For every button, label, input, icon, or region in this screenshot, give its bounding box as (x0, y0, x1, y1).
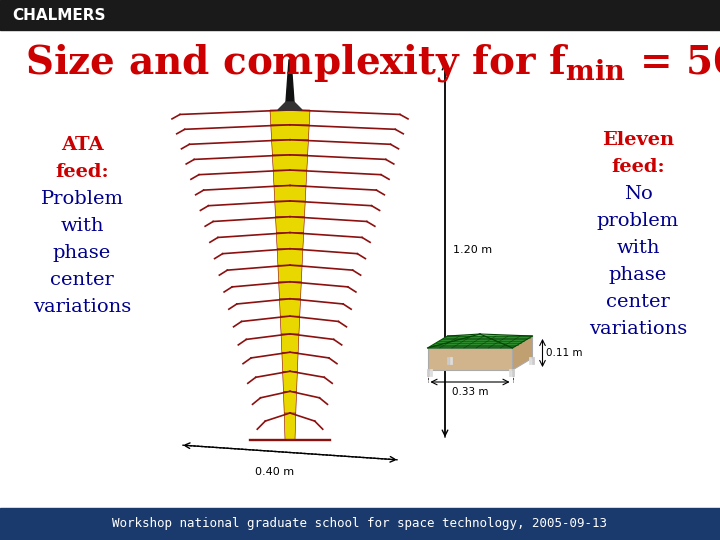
Text: problem: problem (597, 212, 679, 230)
Polygon shape (277, 249, 303, 265)
Polygon shape (276, 233, 304, 249)
Text: CHALMERS: CHALMERS (12, 8, 106, 23)
Text: Workshop national graduate school for space technology, 2005-09-13: Workshop national graduate school for sp… (112, 517, 608, 530)
Polygon shape (284, 413, 296, 440)
Polygon shape (270, 110, 310, 125)
Text: center: center (606, 293, 670, 311)
Text: 0.11 m: 0.11 m (546, 348, 583, 358)
Text: No: No (624, 185, 652, 203)
Text: with: with (616, 239, 660, 257)
Polygon shape (272, 155, 307, 170)
Polygon shape (279, 299, 300, 316)
Text: ATA: ATA (60, 136, 103, 154)
Polygon shape (513, 336, 533, 370)
Polygon shape (276, 217, 305, 233)
Polygon shape (279, 282, 301, 299)
Text: phase: phase (53, 244, 111, 262)
Polygon shape (428, 348, 513, 370)
Text: phase: phase (609, 266, 667, 284)
Polygon shape (274, 185, 306, 201)
Polygon shape (282, 352, 298, 372)
Text: center: center (50, 271, 114, 289)
Text: feed:: feed: (55, 163, 109, 181)
Polygon shape (275, 201, 305, 217)
Polygon shape (284, 392, 297, 413)
Polygon shape (278, 265, 302, 282)
Text: feed:: feed: (611, 158, 665, 176)
Bar (0, 508, 720, 540)
Polygon shape (271, 140, 308, 155)
Text: Problem: Problem (40, 190, 124, 208)
Polygon shape (286, 60, 294, 102)
Text: variations: variations (589, 320, 687, 338)
Polygon shape (271, 125, 309, 140)
Text: variations: variations (33, 298, 131, 316)
Polygon shape (428, 336, 533, 348)
Polygon shape (281, 334, 299, 352)
Text: Eleven: Eleven (602, 131, 674, 149)
Polygon shape (273, 170, 307, 185)
Polygon shape (280, 316, 300, 334)
Text: 0.40 m: 0.40 m (256, 467, 294, 477)
Bar (0, 0, 720, 30)
Text: 0.33 m: 0.33 m (451, 387, 488, 397)
Text: 1.20 m: 1.20 m (453, 245, 492, 255)
Text: Size and complexity for f$_{\mathregular{min}}$ = 500 MHz: Size and complexity for f$_{\mathregular… (25, 42, 720, 84)
Text: with: with (60, 217, 104, 235)
Polygon shape (278, 102, 302, 110)
Polygon shape (283, 372, 297, 392)
